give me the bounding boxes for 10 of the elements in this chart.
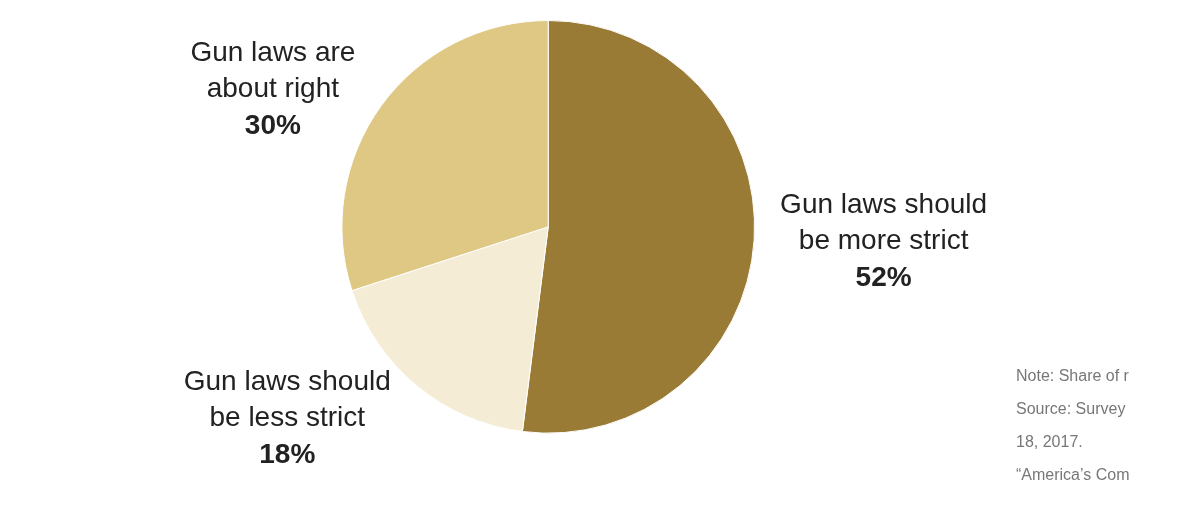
slice-label: Gun laws should be less strict [183,364,391,433]
text: “America’s Com [1016,466,1130,483]
text: Note: Share of r [1016,367,1130,384]
slice-label: Gun laws are about right [190,35,356,104]
source-note: Source: Survey [1016,400,1126,417]
data-label: 30% [244,108,301,140]
data-label: 52% [855,260,912,292]
slice-label: Gun laws should be more strict [780,188,988,256]
text: 18, 2017. [1016,433,1083,450]
data-label: 18% [259,437,316,469]
